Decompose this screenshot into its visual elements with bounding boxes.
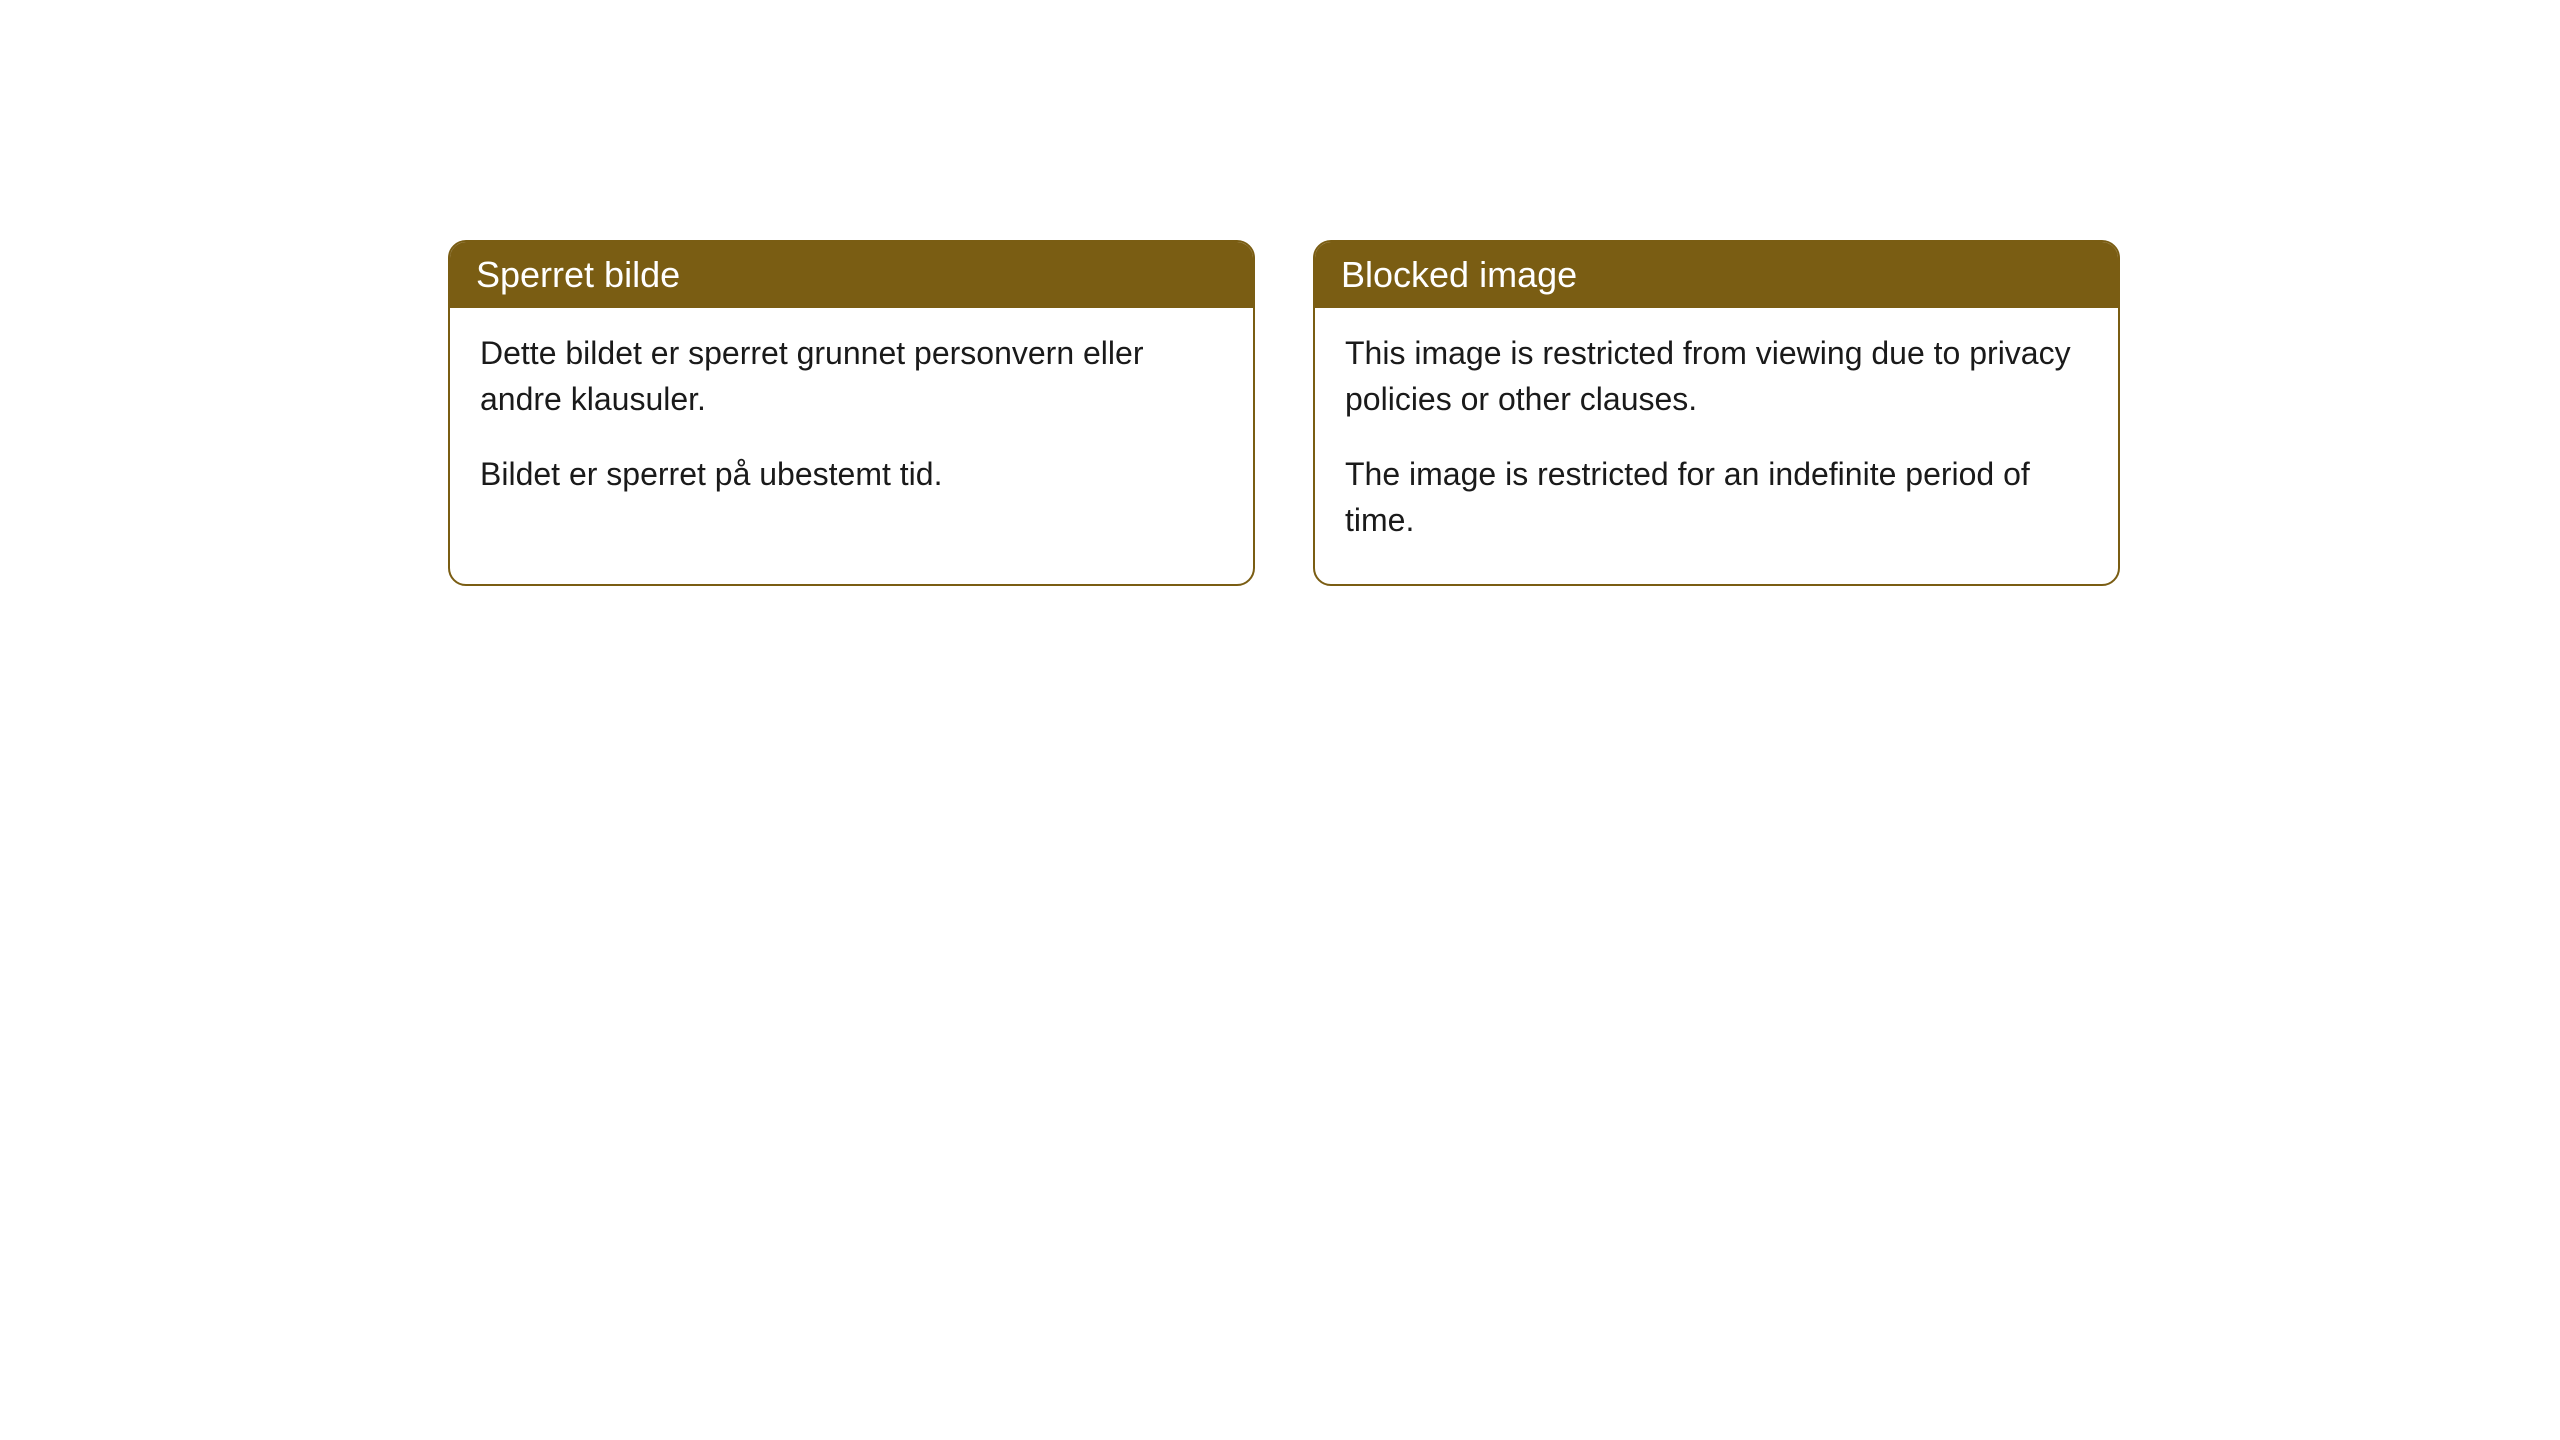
card-body: Dette bildet er sperret grunnet personve… [450, 308, 1253, 537]
card-paragraph-2: The image is restricted for an indefinit… [1345, 451, 2088, 544]
blocked-image-card-english: Blocked image This image is restricted f… [1313, 240, 2120, 586]
blocked-image-card-norwegian: Sperret bilde Dette bildet er sperret gr… [448, 240, 1255, 586]
card-body: This image is restricted from viewing du… [1315, 308, 2118, 584]
notice-cards-container: Sperret bilde Dette bildet er sperret gr… [448, 240, 2120, 586]
card-header: Sperret bilde [450, 242, 1253, 308]
card-paragraph-1: Dette bildet er sperret grunnet personve… [480, 330, 1223, 423]
card-header: Blocked image [1315, 242, 2118, 308]
card-paragraph-2: Bildet er sperret på ubestemt tid. [480, 451, 1223, 497]
card-paragraph-1: This image is restricted from viewing du… [1345, 330, 2088, 423]
